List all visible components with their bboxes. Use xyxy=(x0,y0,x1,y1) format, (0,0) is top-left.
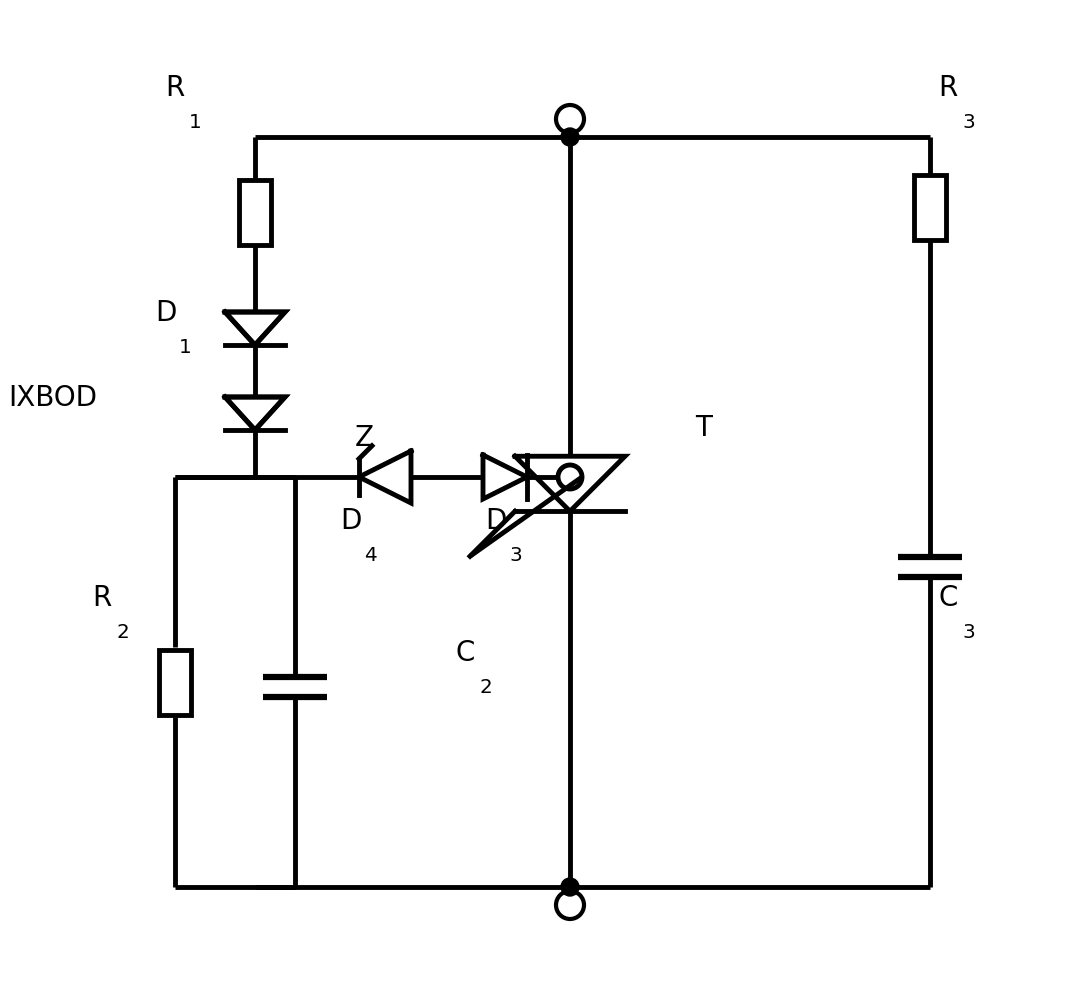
Bar xyxy=(914,174,946,239)
Text: 1: 1 xyxy=(179,338,192,357)
Polygon shape xyxy=(359,451,411,503)
Text: C: C xyxy=(938,584,958,612)
Text: C: C xyxy=(455,639,475,667)
Text: 3: 3 xyxy=(962,113,975,132)
Text: R: R xyxy=(165,74,184,102)
Text: D: D xyxy=(155,299,176,327)
Circle shape xyxy=(561,878,579,896)
Text: 3: 3 xyxy=(509,546,522,565)
Text: T: T xyxy=(695,414,712,442)
Text: 2: 2 xyxy=(479,678,492,697)
Text: 2: 2 xyxy=(116,623,129,642)
Text: IXBOD: IXBOD xyxy=(8,384,97,412)
Text: R: R xyxy=(93,584,111,612)
Circle shape xyxy=(561,128,579,146)
Text: R: R xyxy=(938,74,958,102)
Text: D: D xyxy=(340,507,362,535)
Polygon shape xyxy=(515,457,625,511)
Bar xyxy=(239,179,271,244)
Text: 3: 3 xyxy=(962,623,975,642)
Polygon shape xyxy=(225,312,285,345)
Text: Z: Z xyxy=(355,424,374,452)
Text: 4: 4 xyxy=(364,546,377,565)
Text: D: D xyxy=(485,507,507,535)
Polygon shape xyxy=(483,455,527,499)
Polygon shape xyxy=(225,397,285,430)
Bar xyxy=(159,649,192,715)
Text: 1: 1 xyxy=(189,113,202,132)
